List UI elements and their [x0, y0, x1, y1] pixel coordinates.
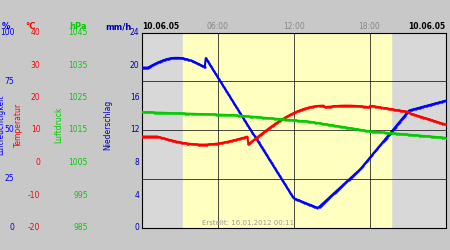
Text: 24: 24 — [130, 28, 140, 37]
Text: mm/h: mm/h — [106, 22, 132, 31]
Text: 10.06.05: 10.06.05 — [409, 22, 446, 31]
Text: -20: -20 — [28, 223, 40, 232]
Text: Luftdruck: Luftdruck — [54, 107, 63, 143]
Text: 75: 75 — [4, 77, 14, 86]
Text: 0: 0 — [135, 223, 140, 232]
Text: -10: -10 — [28, 190, 40, 200]
Text: 1035: 1035 — [68, 60, 88, 70]
Text: 1005: 1005 — [68, 158, 88, 167]
Text: 1045: 1045 — [68, 28, 88, 37]
Text: 985: 985 — [73, 223, 88, 232]
Text: 16: 16 — [130, 93, 140, 102]
Text: 100: 100 — [0, 28, 14, 37]
Text: 06:00: 06:00 — [207, 22, 229, 31]
Text: 4: 4 — [135, 190, 140, 200]
Text: 0: 0 — [9, 223, 14, 232]
Text: 1025: 1025 — [68, 93, 88, 102]
Text: 995: 995 — [73, 190, 88, 200]
Text: hPa: hPa — [70, 22, 87, 31]
Text: Luftfeuchtigkeit: Luftfeuchtigkeit — [0, 95, 5, 155]
Text: 8: 8 — [135, 158, 140, 167]
Text: 10.06.05: 10.06.05 — [142, 22, 179, 31]
Bar — [293, 32, 391, 228]
Text: 18:00: 18:00 — [359, 22, 380, 31]
Text: Erstellt: 16.01.2012 00:11: Erstellt: 16.01.2012 00:11 — [202, 220, 294, 226]
Text: 10: 10 — [31, 126, 40, 134]
Text: °C: °C — [25, 22, 35, 31]
Text: 20: 20 — [130, 60, 140, 70]
Text: 12: 12 — [130, 126, 140, 134]
Text: 30: 30 — [31, 60, 40, 70]
Text: Niederschlag: Niederschlag — [104, 100, 112, 150]
Text: 50: 50 — [4, 126, 14, 134]
Text: 0: 0 — [36, 158, 40, 167]
Text: %: % — [2, 22, 11, 31]
Text: 20: 20 — [31, 93, 40, 102]
Text: Temperatur: Temperatur — [14, 103, 22, 147]
Text: 40: 40 — [31, 28, 40, 37]
Text: 25: 25 — [5, 174, 14, 183]
Text: 1015: 1015 — [68, 126, 88, 134]
Bar — [183, 32, 293, 228]
Text: 12:00: 12:00 — [283, 22, 305, 31]
